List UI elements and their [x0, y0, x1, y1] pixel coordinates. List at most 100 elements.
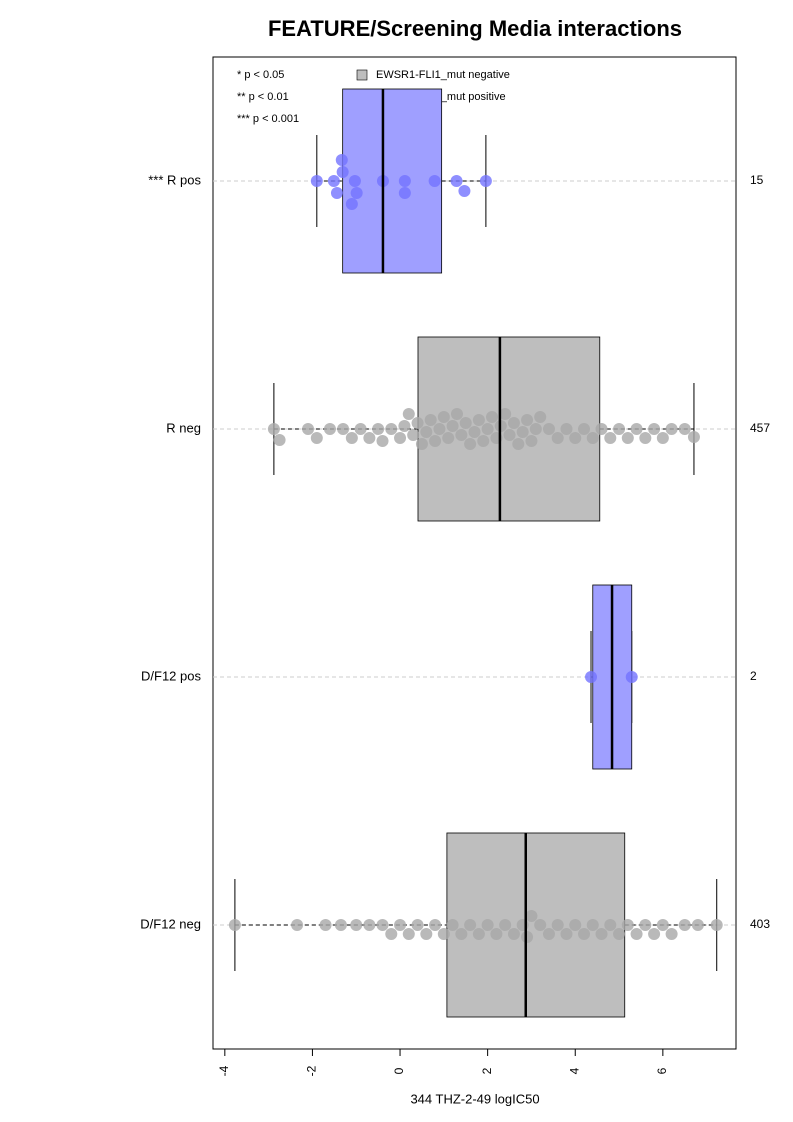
group-count: 2 [750, 669, 757, 683]
data-point [291, 919, 304, 931]
data-point [604, 919, 617, 931]
group-label: D/F12 neg [140, 916, 201, 931]
data-point [394, 919, 407, 931]
data-point [542, 928, 555, 940]
data-point [507, 417, 520, 429]
data-point [415, 438, 428, 450]
data-point [665, 423, 678, 435]
data-point [507, 928, 520, 940]
data-point [429, 919, 442, 931]
group-count: 457 [750, 421, 770, 435]
data-point [354, 423, 367, 435]
data-point [345, 198, 358, 210]
data-point [455, 928, 468, 940]
legend-swatch [356, 69, 368, 81]
x-tick-label: 2 [480, 1067, 494, 1074]
x-tick-label: 4 [567, 1067, 581, 1074]
data-point [621, 432, 634, 444]
data-point [437, 928, 450, 940]
data-point [604, 432, 617, 444]
data-point [534, 411, 547, 423]
data-point [516, 426, 529, 438]
data-point [578, 928, 591, 940]
data-point [334, 919, 347, 931]
data-point [529, 423, 542, 435]
data-point [621, 919, 634, 931]
data-point [411, 417, 424, 429]
data-point [551, 919, 564, 931]
data-point [678, 423, 691, 435]
data-point [398, 420, 411, 432]
data-point [420, 426, 433, 438]
data-point [525, 910, 538, 922]
x-axis-label: 344 THZ-2-49 logIC50 [410, 1091, 539, 1106]
x-tick-label: -4 [217, 1065, 231, 1076]
data-point [499, 919, 512, 931]
data-point [560, 928, 573, 940]
data-point [578, 423, 591, 435]
data-point [656, 919, 669, 931]
data-point [363, 432, 376, 444]
data-point [385, 928, 398, 940]
data-point [330, 187, 343, 199]
group-count: 403 [750, 917, 770, 931]
data-point [477, 435, 490, 447]
data-point [459, 417, 472, 429]
data-point [503, 429, 516, 441]
data-point [490, 928, 503, 940]
data-point [376, 435, 389, 447]
data-point [350, 187, 363, 199]
data-point [691, 919, 704, 931]
data-point [450, 408, 463, 420]
data-point [542, 423, 555, 435]
data-point [521, 931, 534, 943]
data-point [335, 154, 348, 166]
data-point [372, 423, 385, 435]
data-point [687, 431, 700, 443]
data-point [428, 175, 441, 187]
data-point [569, 919, 582, 931]
data-point [323, 423, 336, 435]
data-point [656, 432, 669, 444]
data-point [464, 438, 477, 450]
significance-note: ** p < 0.01 [237, 91, 289, 103]
data-point [665, 928, 678, 940]
data-point [433, 423, 446, 435]
data-point [228, 919, 241, 931]
data-point [678, 919, 691, 931]
data-point [402, 928, 415, 940]
data-point [402, 408, 415, 420]
data-point [586, 919, 599, 931]
data-point [479, 175, 492, 187]
data-point [429, 435, 442, 447]
data-point [446, 919, 459, 931]
data-point [560, 423, 573, 435]
data-point [648, 423, 661, 435]
data-point [394, 432, 407, 444]
data-point [468, 426, 481, 438]
data-point [630, 423, 643, 435]
data-point [310, 432, 323, 444]
legend-label: EWSR1-FLI1_mut negative [376, 69, 510, 81]
data-point [625, 671, 638, 683]
data-point [337, 423, 350, 435]
data-point [424, 414, 437, 426]
data-point [385, 423, 398, 435]
data-point [486, 411, 499, 423]
data-point [363, 919, 376, 931]
data-point [437, 411, 450, 423]
data-point [450, 175, 463, 187]
data-point [446, 420, 459, 432]
data-point [521, 414, 534, 426]
data-point [585, 671, 598, 683]
data-point [534, 919, 547, 931]
data-point [458, 185, 471, 197]
data-point [420, 928, 433, 940]
data-point [648, 928, 661, 940]
data-point [613, 423, 626, 435]
data-point [398, 187, 411, 199]
x-tick-label: -2 [305, 1065, 319, 1076]
data-point [336, 166, 349, 178]
data-point [319, 919, 332, 931]
